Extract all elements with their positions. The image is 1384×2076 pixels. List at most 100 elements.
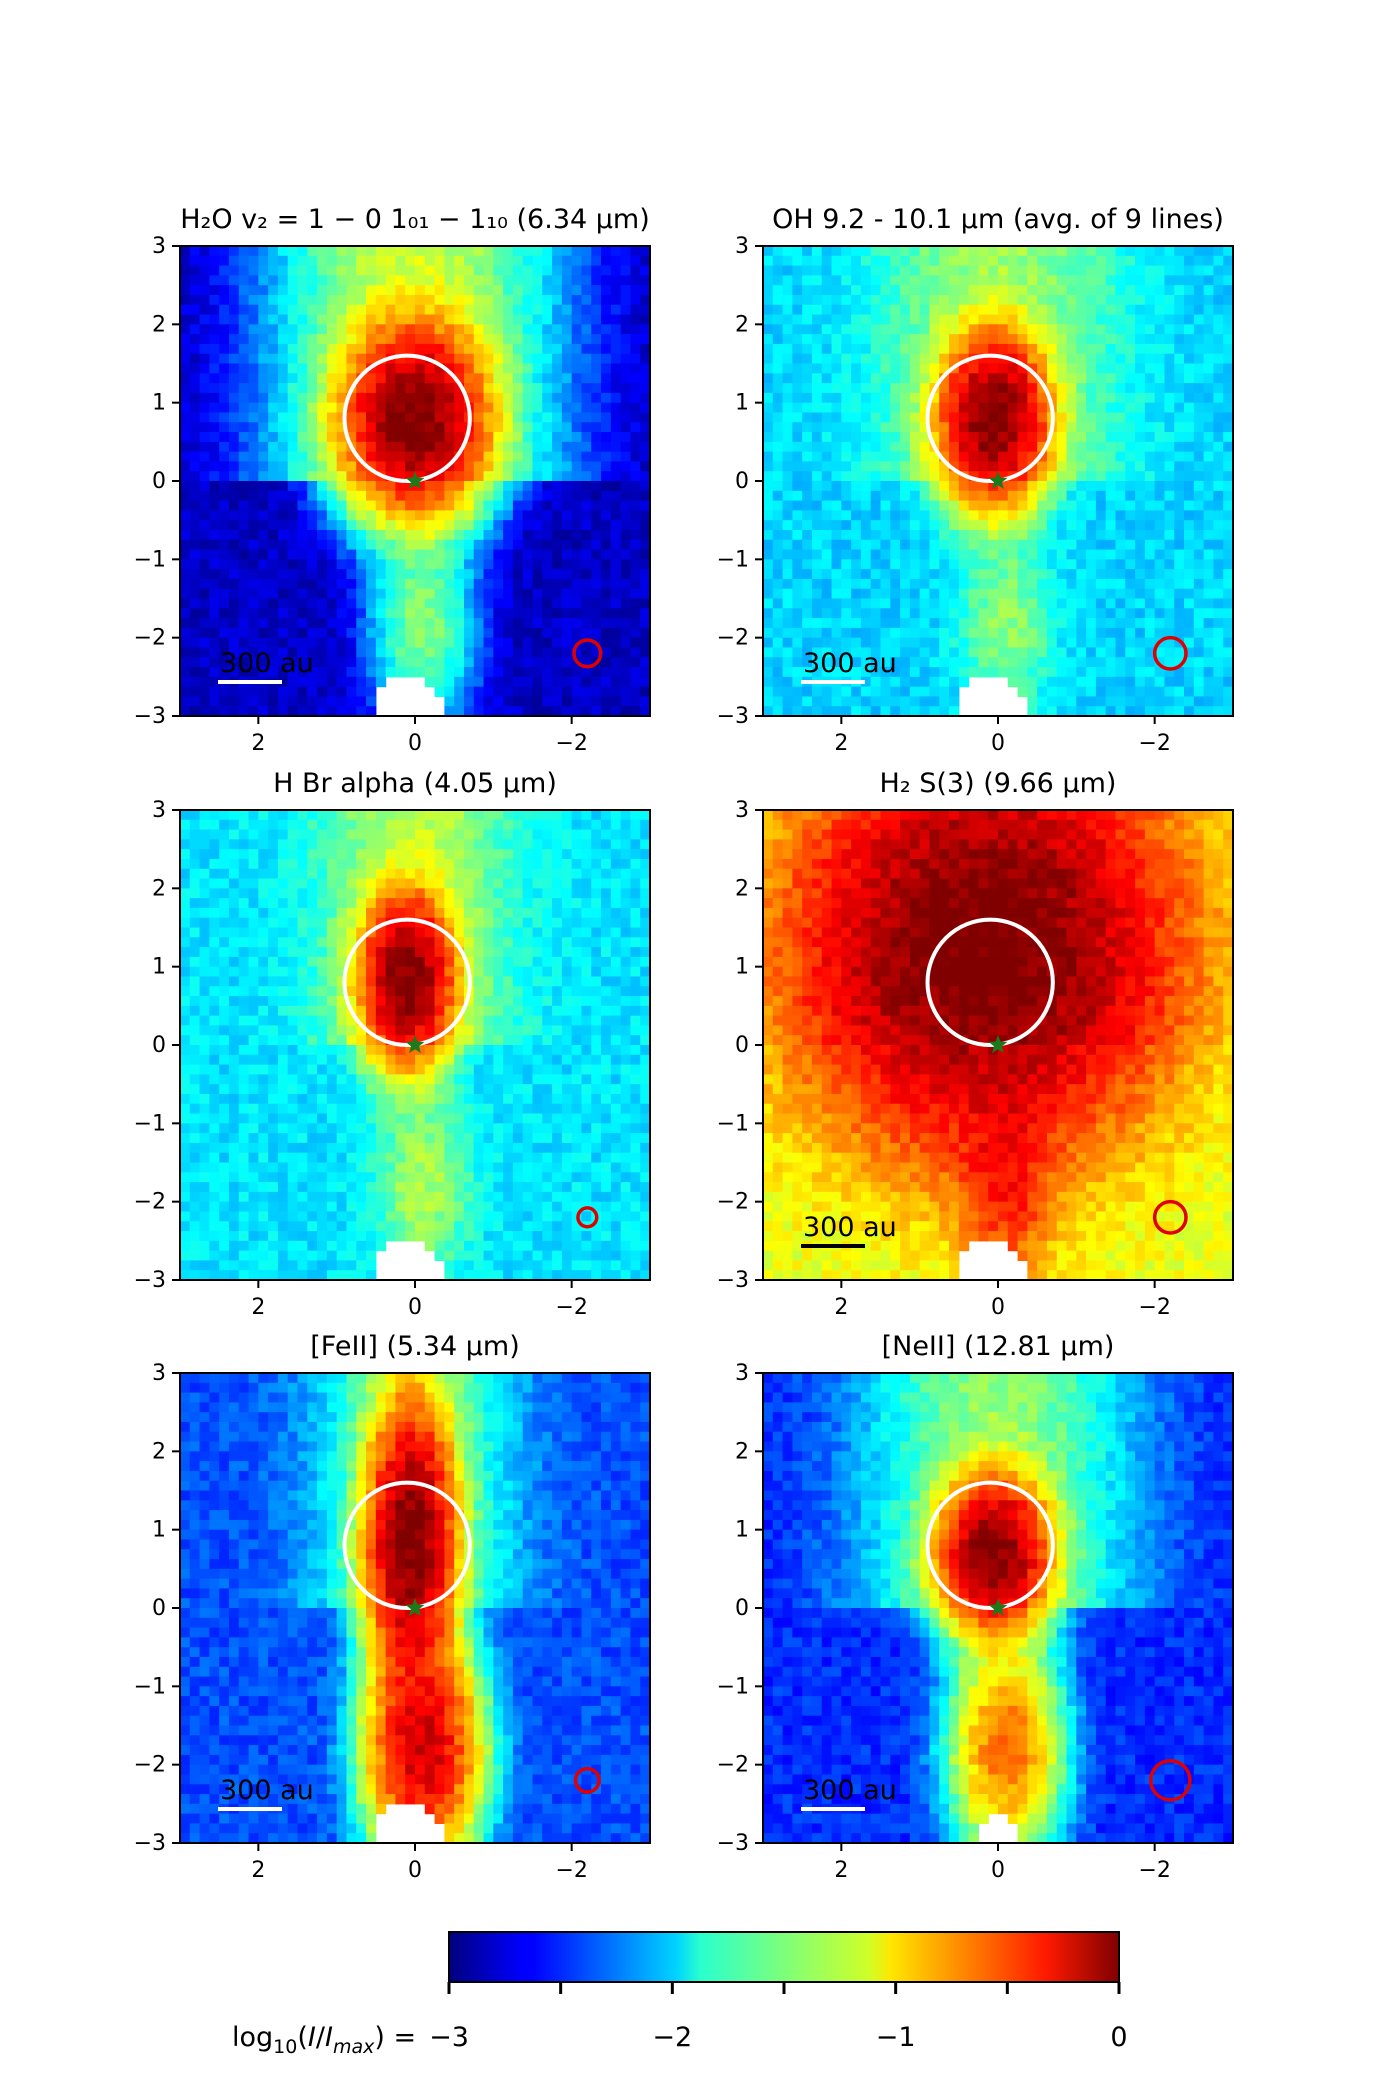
heat-cell: [385, 255, 397, 267]
heat-cell: [831, 598, 842, 609]
heat-cell: [199, 996, 210, 1007]
heat-cell: [219, 510, 230, 521]
heat-cell: [620, 304, 632, 316]
heat-cell: [258, 598, 269, 609]
heat-cell: [258, 471, 269, 482]
heat-cell: [483, 618, 494, 629]
heat-cell: [919, 304, 931, 316]
heat-cell: [326, 314, 338, 325]
heat-cell: [890, 422, 901, 433]
heat-cell: [238, 1133, 250, 1144]
heat-cell: [356, 490, 367, 502]
heat-cell: [228, 255, 240, 267]
heat-cell: [860, 510, 872, 521]
heat-cell: [424, 598, 436, 609]
heat-cell: [1184, 696, 1195, 707]
heat-cell: [880, 402, 891, 414]
heat-cell: [988, 412, 999, 423]
heat-cell: [228, 917, 240, 929]
heat-cell: [909, 706, 921, 717]
heat-cell: [900, 686, 911, 698]
heat-cell: [493, 676, 504, 688]
heat-cell: [346, 432, 357, 443]
heat-cell: [978, 520, 989, 531]
heat-cell: [199, 1260, 210, 1271]
heat-cell: [375, 451, 387, 463]
heat-cell: [988, 343, 999, 355]
heat-cell: [356, 510, 367, 521]
heat-cell: [189, 1133, 201, 1144]
heat-cell: [228, 363, 240, 374]
heat-cell: [1135, 353, 1146, 365]
heat-cell: [434, 657, 445, 668]
heat-cell: [1115, 676, 1126, 688]
heat-cell: [219, 294, 230, 306]
heat-cell: [268, 588, 279, 600]
heat-cell: [199, 1045, 210, 1056]
heat-cell: [258, 343, 269, 355]
heat-cell: [811, 588, 823, 600]
heat-cell: [610, 314, 622, 325]
heat-cell: [640, 451, 651, 463]
heat-cell: [238, 917, 250, 929]
heat-cell: [1066, 334, 1077, 345]
heat-cell: [297, 598, 308, 609]
heat-cell: [297, 706, 308, 717]
heat-cell: [561, 304, 573, 316]
heat-cell: [601, 275, 612, 286]
heat-cell: [870, 510, 882, 521]
heat-cell: [1164, 304, 1175, 316]
heat-cell: [1076, 383, 1087, 394]
heat-cell: [180, 432, 191, 443]
heat-cell: [248, 1025, 259, 1036]
heat-cell: [1017, 373, 1028, 384]
heat-cell: [219, 1221, 230, 1232]
heat-cell: [209, 343, 220, 355]
heat-cell: [209, 471, 220, 482]
heat-cell: [860, 471, 872, 482]
heat-cell: [802, 529, 813, 541]
heat-cell: [851, 627, 862, 639]
heat-cell: [1007, 294, 1019, 306]
heat-cell: [763, 686, 774, 698]
heat-cell: [1086, 667, 1097, 678]
heat-cell: [189, 937, 201, 948]
heat-cell: [601, 618, 612, 629]
heat-cell: [772, 608, 784, 619]
heat-cell: [209, 1005, 220, 1017]
heat-cell: [978, 246, 989, 257]
heat-cell: [1007, 304, 1019, 316]
heat-cell: [1135, 676, 1146, 688]
heat-cell: [277, 608, 289, 619]
heat-cell: [238, 696, 250, 707]
heat-cell: [552, 667, 563, 678]
heat-cell: [640, 324, 651, 335]
heat-cell: [512, 343, 524, 355]
heat-cell: [1154, 304, 1166, 316]
heat-cell: [880, 343, 891, 355]
heat-cell: [180, 500, 191, 511]
heat-cell: [219, 898, 230, 909]
heat-cell: [1076, 706, 1087, 717]
heat-cell: [493, 569, 504, 580]
heat-cell: [831, 275, 842, 286]
heat-cell: [336, 363, 348, 374]
heat-cell: [277, 422, 289, 433]
heat-cell: [209, 907, 220, 919]
heat-cell: [949, 647, 960, 658]
heat-cell: [978, 383, 989, 394]
heat-cell: [581, 696, 592, 707]
heat-cell: [958, 461, 970, 472]
heat-cell: [454, 441, 465, 453]
heat-cell: [610, 304, 622, 316]
heat-cell: [209, 608, 220, 619]
heat-cell: [909, 334, 921, 345]
heat-cell: [209, 618, 220, 629]
heat-cell: [1066, 569, 1077, 580]
heat-cell: [900, 578, 911, 590]
heat-cell: [1027, 373, 1038, 384]
heat-cell: [503, 343, 514, 355]
heat-cell: [1135, 686, 1146, 698]
heat-cell: [792, 275, 803, 286]
heat-cell: [900, 402, 911, 414]
